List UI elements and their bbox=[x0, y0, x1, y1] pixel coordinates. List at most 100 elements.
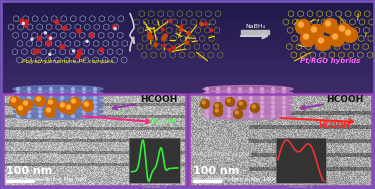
Circle shape bbox=[93, 105, 96, 108]
Circle shape bbox=[154, 43, 158, 46]
Circle shape bbox=[216, 92, 219, 95]
Circle shape bbox=[333, 34, 338, 39]
Circle shape bbox=[21, 99, 33, 111]
Circle shape bbox=[216, 97, 219, 99]
Circle shape bbox=[225, 98, 234, 106]
Circle shape bbox=[27, 92, 30, 95]
Circle shape bbox=[112, 25, 117, 29]
Circle shape bbox=[249, 88, 252, 91]
Text: 100 nm: 100 nm bbox=[193, 166, 239, 176]
Circle shape bbox=[63, 26, 67, 30]
Circle shape bbox=[322, 19, 338, 33]
Text: ✓: ✓ bbox=[115, 108, 123, 118]
Circle shape bbox=[39, 92, 42, 95]
Bar bbox=[6, 180, 34, 182]
Circle shape bbox=[206, 110, 209, 113]
Circle shape bbox=[228, 101, 231, 104]
Ellipse shape bbox=[203, 99, 293, 106]
Circle shape bbox=[82, 92, 86, 95]
Circle shape bbox=[82, 115, 86, 118]
Circle shape bbox=[237, 101, 246, 109]
Circle shape bbox=[44, 32, 46, 34]
Circle shape bbox=[249, 92, 252, 95]
Bar bbox=[0, 33, 375, 38]
Circle shape bbox=[38, 36, 42, 40]
Bar bbox=[0, 43, 375, 47]
Bar bbox=[241, 30, 269, 34]
Circle shape bbox=[93, 101, 96, 104]
Text: 100 nm: 100 nm bbox=[6, 166, 52, 176]
Circle shape bbox=[215, 109, 218, 112]
Circle shape bbox=[50, 92, 52, 95]
Circle shape bbox=[148, 36, 152, 39]
Circle shape bbox=[330, 32, 345, 46]
Circle shape bbox=[34, 95, 45, 106]
Circle shape bbox=[24, 20, 28, 24]
Circle shape bbox=[238, 92, 242, 95]
Circle shape bbox=[261, 110, 264, 113]
Circle shape bbox=[27, 97, 30, 99]
Circle shape bbox=[249, 97, 252, 99]
Circle shape bbox=[228, 115, 231, 118]
Ellipse shape bbox=[13, 108, 103, 115]
Text: HCOOH: HCOOH bbox=[326, 95, 363, 104]
Circle shape bbox=[18, 106, 22, 110]
Ellipse shape bbox=[203, 85, 293, 92]
Circle shape bbox=[239, 102, 242, 105]
Y-axis label: Current / A: Current / A bbox=[270, 150, 274, 171]
Bar bbox=[0, 38, 375, 43]
Bar bbox=[0, 19, 375, 24]
Circle shape bbox=[261, 88, 264, 91]
Circle shape bbox=[16, 105, 27, 115]
Y-axis label: Current / A: Current / A bbox=[124, 150, 128, 171]
Circle shape bbox=[93, 88, 96, 91]
Circle shape bbox=[72, 88, 75, 91]
Circle shape bbox=[27, 88, 30, 91]
Circle shape bbox=[72, 115, 75, 118]
Circle shape bbox=[216, 115, 219, 118]
Circle shape bbox=[282, 92, 285, 95]
Circle shape bbox=[169, 20, 171, 22]
Circle shape bbox=[55, 20, 59, 24]
Circle shape bbox=[213, 102, 222, 112]
Circle shape bbox=[282, 88, 285, 91]
Bar bbox=[0, 123, 375, 128]
Circle shape bbox=[149, 36, 153, 40]
Text: Pt/RGO hybrids: Pt/RGO hybrids bbox=[300, 58, 360, 64]
Ellipse shape bbox=[203, 90, 293, 97]
Circle shape bbox=[66, 105, 70, 109]
Circle shape bbox=[93, 110, 96, 113]
Bar bbox=[0, 175, 375, 180]
Circle shape bbox=[228, 92, 231, 95]
Circle shape bbox=[60, 97, 63, 99]
Circle shape bbox=[72, 92, 75, 95]
Ellipse shape bbox=[203, 112, 293, 119]
Circle shape bbox=[249, 115, 252, 118]
Circle shape bbox=[78, 50, 81, 53]
Bar bbox=[0, 128, 375, 132]
Circle shape bbox=[39, 105, 42, 108]
Circle shape bbox=[272, 92, 274, 95]
Circle shape bbox=[9, 97, 21, 108]
Circle shape bbox=[27, 115, 30, 118]
Bar bbox=[0, 57, 375, 61]
Circle shape bbox=[12, 98, 15, 102]
Circle shape bbox=[200, 22, 203, 26]
Circle shape bbox=[72, 101, 75, 104]
Circle shape bbox=[261, 92, 264, 95]
Circle shape bbox=[39, 97, 42, 99]
Ellipse shape bbox=[203, 94, 293, 101]
Circle shape bbox=[206, 115, 209, 118]
Circle shape bbox=[72, 110, 75, 113]
Bar bbox=[0, 94, 375, 99]
Circle shape bbox=[50, 88, 52, 91]
Circle shape bbox=[238, 88, 242, 91]
Circle shape bbox=[238, 97, 242, 99]
Ellipse shape bbox=[13, 85, 103, 92]
Circle shape bbox=[202, 101, 205, 104]
Circle shape bbox=[282, 105, 285, 108]
Circle shape bbox=[82, 101, 86, 104]
Bar bbox=[0, 170, 375, 175]
Circle shape bbox=[69, 98, 81, 108]
Circle shape bbox=[205, 23, 208, 26]
